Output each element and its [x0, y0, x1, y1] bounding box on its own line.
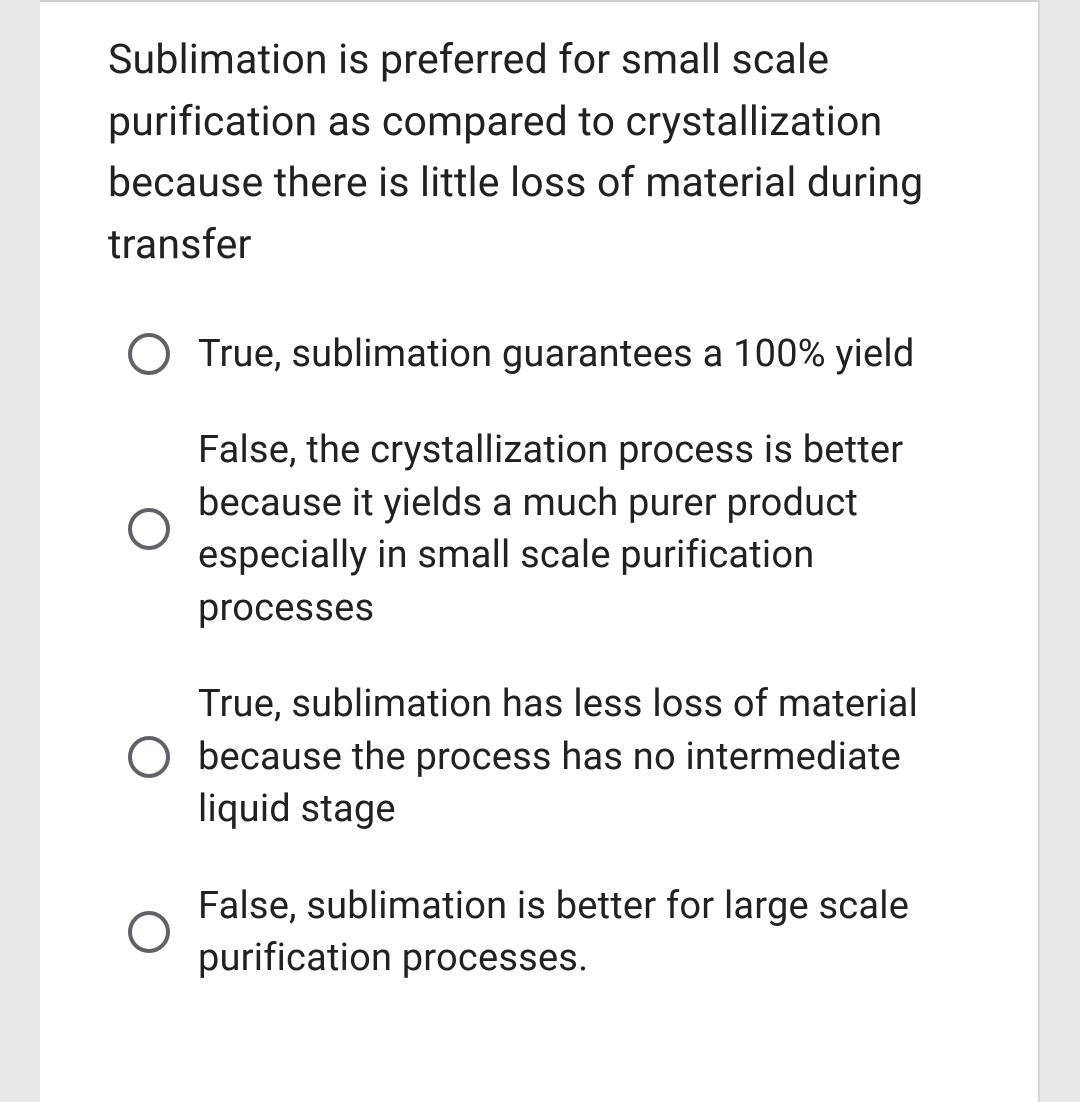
radio-button-icon[interactable]	[128, 911, 170, 953]
radio-button-icon[interactable]	[128, 333, 170, 375]
option-label: True, sublimation has less loss of mater…	[198, 678, 978, 835]
option-row[interactable]: False, the crystallization process is be…	[128, 424, 978, 634]
question-card: Sublimation is preferred for small scale…	[40, 0, 1040, 1102]
radio-button-icon[interactable]	[128, 508, 170, 550]
option-row[interactable]: True, sublimation has less loss of mater…	[128, 678, 978, 835]
option-label: False, sublimation is better for large s…	[198, 880, 978, 985]
options-list: True, sublimation guarantees a 100% yiel…	[108, 328, 978, 984]
option-row[interactable]: False, sublimation is better for large s…	[128, 880, 978, 985]
option-label: False, the crystallization process is be…	[198, 424, 978, 634]
question-text: Sublimation is preferred for small scale…	[108, 30, 978, 276]
option-row[interactable]: True, sublimation guarantees a 100% yiel…	[128, 328, 978, 380]
option-label: True, sublimation guarantees a 100% yiel…	[198, 328, 914, 380]
radio-button-icon[interactable]	[128, 736, 170, 778]
